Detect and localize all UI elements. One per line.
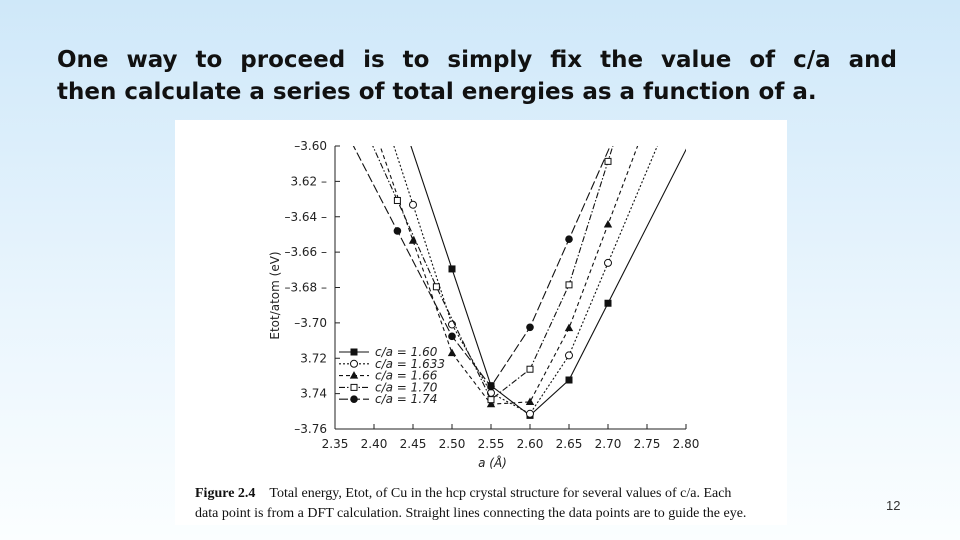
legend-marker-1 [350, 348, 358, 356]
figure-label: Figure 2.4 [195, 486, 256, 501]
data-point-series-4 [565, 281, 573, 289]
data-point-series-4 [432, 283, 440, 291]
data-point-series-5 [487, 382, 495, 391]
data-point-series-4 [604, 157, 612, 165]
legend-label-2: c/a = 1.633 [375, 357, 445, 371]
x-axis-label: a (Å) [478, 455, 507, 470]
x-tick-label: 2.40 [361, 437, 388, 451]
legend-label-5: c/a = 1.74 [375, 392, 437, 406]
legend-marker-2 [350, 359, 358, 368]
series-line-2 [393, 146, 658, 415]
page-number: 12 [886, 498, 901, 513]
data-point-series-5 [393, 227, 402, 235]
x-tick-label: 2.50 [439, 437, 466, 451]
y-tick-label: –3.60 [294, 139, 327, 153]
legend-label-4: c/a = 1.70 [375, 380, 438, 394]
data-point-series-1 [565, 376, 573, 384]
y-tick-label: –3.68 – [284, 281, 327, 295]
x-tick-label: 2.75 [634, 437, 661, 451]
series-line-4 [372, 146, 614, 401]
energy-vs-lattice-chart: 2.35 2.40 2.45 2.50 2.55 2.60 2.65 2.70 2.75 2.80… [268, 139, 700, 470]
data-point-series-4 [526, 365, 534, 373]
data-point-series-2 [526, 409, 534, 418]
caption-text-2: data point is from a DFT calculation. St… [195, 506, 747, 521]
x-tick-label: 2.45 [400, 437, 427, 451]
legend-label-3: c/a = 1.66 [375, 369, 438, 383]
figure-image: 2.35 2.40 2.45 2.50 2.55 2.60 2.65 2.70 2.75 2.80… [175, 120, 787, 525]
legend-marker-3 [349, 371, 359, 379]
y-tick-label: 3.72 [300, 351, 327, 365]
caption-text-1: Total energy, Etot, of Cu in the hcp cry… [269, 486, 732, 501]
x-tick-label: 2.55 [478, 437, 505, 451]
data-point-series-3 [525, 397, 535, 405]
data-point-series-5 [448, 332, 456, 341]
y-tick-label: 3.62 – [290, 174, 327, 188]
y-tick-label: –3.64 – [284, 210, 327, 224]
slide-title: One way to proceed is to simply fix the … [57, 44, 897, 108]
y-tick-label: –3.70 [294, 316, 327, 330]
data-point-series-3 [486, 399, 496, 408]
y-tick-label: 3.74 [300, 387, 327, 401]
data-point-series-3 [447, 348, 457, 357]
x-tick-label: 2.80 [673, 437, 700, 451]
x-tick-label: 2.35 [322, 437, 349, 451]
data-point-series-3 [603, 220, 613, 228]
figure-caption: Figure 2.4 Total energy, Etot, of Cu in t… [195, 484, 785, 524]
data-point-series-4 [393, 196, 401, 204]
y-tick-label: –3.76 [294, 422, 327, 436]
data-point-series-1 [448, 265, 456, 273]
legend-label-1: c/a = 1.60 [375, 345, 438, 359]
caption-line1: Figure 2.4 Total energy, Etot, of Cu in t… [195, 484, 785, 504]
legend-marker-5 [350, 395, 358, 404]
data-point-series-4 [487, 396, 495, 404]
series-line-1 [410, 146, 686, 417]
data-point-series-3 [564, 323, 574, 332]
x-tick-label: 2.70 [595, 437, 622, 451]
data-point-series-5 [565, 235, 573, 244]
data-point-series-5 [526, 323, 534, 332]
data-point-series-2 [604, 258, 612, 267]
x-tick-label: 2.60 [517, 437, 544, 451]
data-point-series-3 [408, 236, 418, 244]
data-point-series-2 [409, 200, 417, 209]
slide-title-line2: then calculate a series of total energie… [57, 79, 817, 105]
y-tick-label: –3.66 – [284, 245, 327, 259]
legend-marker-4 [350, 383, 358, 391]
x-tick-label: 2.65 [556, 437, 583, 451]
data-point-series-1 [604, 299, 612, 307]
slide-title-line1: One way to proceed is to simply fix the … [57, 47, 897, 73]
y-axis-label: Etot/atom (eV) [268, 251, 282, 339]
data-point-series-2 [565, 351, 573, 360]
